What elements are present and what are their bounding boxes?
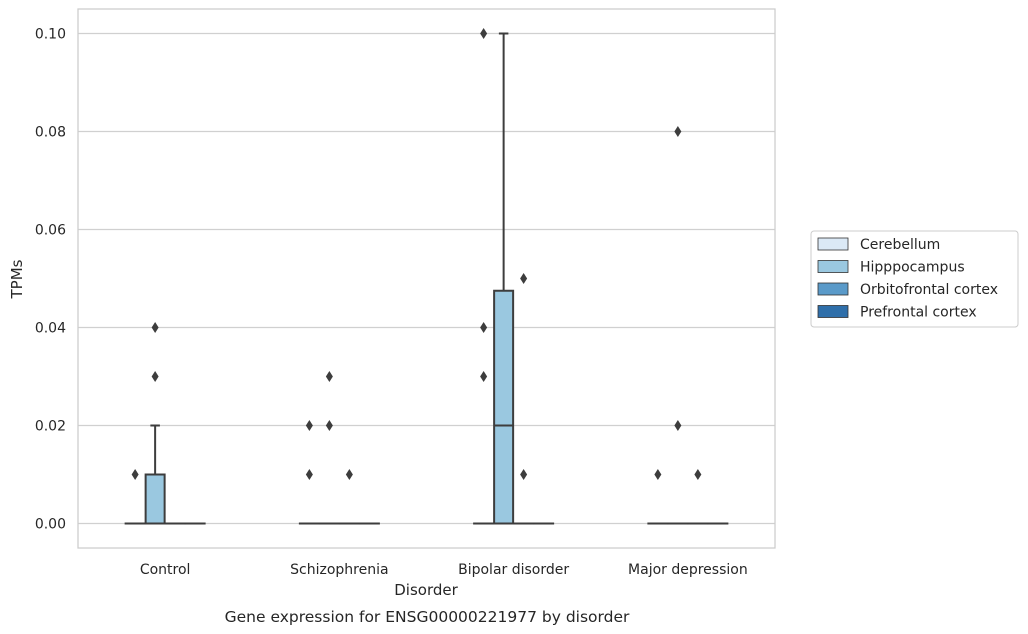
outlier-point	[674, 126, 682, 137]
legend-frame	[810, 230, 1019, 328]
legend-label: Cerebellum	[860, 237, 940, 253]
outlier-point	[305, 420, 313, 431]
y-tick-label: 0.02	[35, 419, 66, 435]
box-1-0	[144, 424, 166, 525]
x-tick-label: Major depression	[628, 562, 748, 578]
outlier-point	[480, 28, 488, 39]
x-tick-label: Control	[140, 562, 191, 578]
boxes	[124, 32, 729, 525]
outlier-point	[674, 420, 682, 431]
outlier-point	[325, 371, 333, 382]
outlier-point	[520, 469, 528, 480]
legend-label: Hipppocampus	[860, 260, 965, 276]
plot-area-frame	[77, 8, 776, 549]
y-tick-label: 0.08	[35, 125, 66, 141]
y-tick-label: 0.00	[35, 517, 66, 533]
legend-swatch	[817, 282, 849, 296]
legend-swatch	[817, 260, 849, 273]
outlier-points	[131, 28, 702, 480]
outlier-point	[654, 469, 662, 480]
outlier-point	[305, 469, 313, 480]
outlier-point	[480, 371, 488, 382]
box-1-2	[493, 32, 515, 525]
x-axis-label: Disorder	[394, 581, 458, 599]
chart-caption: Gene expression for ENSG00000221977 by d…	[225, 608, 630, 626]
x-tick-label: Schizophrenia	[290, 562, 388, 578]
y-axis-label: TPMs	[8, 259, 26, 299]
legend-label: Orbitofrontal cortex	[860, 282, 998, 298]
y-tick-label: 0.06	[35, 223, 66, 239]
legend-swatch	[817, 305, 849, 318]
box-body	[144, 473, 166, 525]
legend-label: Prefrontal cortex	[860, 305, 977, 321]
box-body	[493, 289, 515, 525]
y-tick-label: 0.10	[35, 27, 66, 43]
outlier-point	[151, 371, 159, 382]
grid-lines	[78, 32, 775, 525]
outlier-point	[345, 469, 353, 480]
outlier-point	[520, 273, 528, 284]
outlier-point	[480, 322, 488, 333]
outlier-point	[131, 469, 139, 480]
outlier-point	[694, 469, 702, 480]
x-tick-labels: Control Schizophrenia Bipolar disorder Majo…	[140, 562, 748, 578]
outlier-point	[151, 322, 159, 333]
y-tick-label: 0.04	[35, 321, 66, 337]
y-tick-labels: 0.00 0.02 0.04 0.06 0.08 0.10	[35, 27, 66, 533]
x-tick-label: Bipolar disorder	[458, 562, 569, 578]
legend: Cerebellum Hipppocampus Orbitofrontal cort…	[810, 230, 1019, 328]
legend-swatch	[817, 237, 849, 251]
outlier-point	[325, 420, 333, 431]
